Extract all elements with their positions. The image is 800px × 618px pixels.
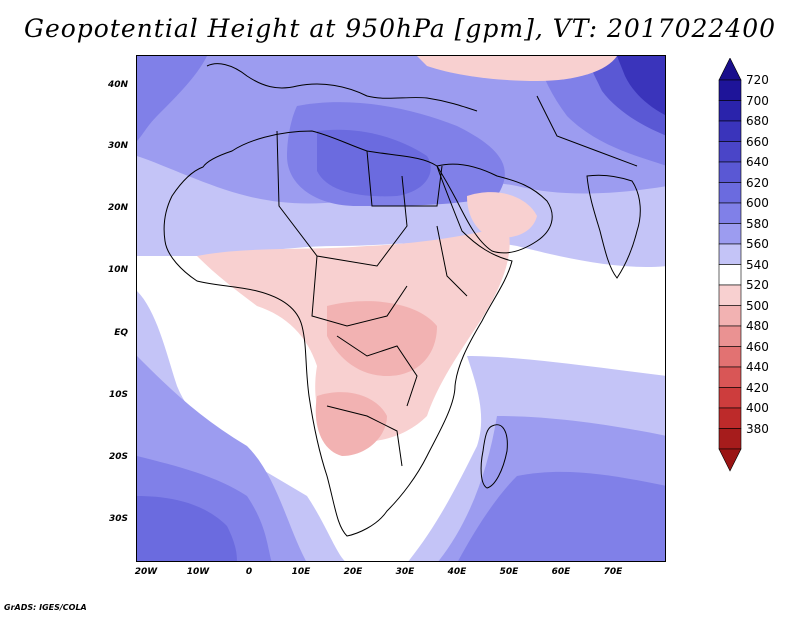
legend-bottom-triangle [718, 448, 742, 472]
country-border-1 [276, 130, 408, 267]
region-himalaya-tibet [617, 56, 665, 115]
legend-swatch-400 [718, 407, 742, 429]
legend-label-720: 720 [746, 73, 769, 87]
legend-label-640: 640 [746, 155, 769, 169]
map-panel [136, 55, 666, 562]
region-south-atlantic-core2 [137, 496, 237, 561]
map-canvas [137, 56, 665, 561]
legend-label-480: 480 [746, 319, 769, 333]
legend-label-400: 400 [746, 401, 769, 415]
region-west-atlantic-blue [137, 56, 207, 141]
legend-label-460: 460 [746, 339, 769, 354]
legend-label-380: 380 [746, 421, 769, 436]
lon-label-10e: 10E [291, 567, 311, 577]
legend-swatch-680 [718, 120, 742, 142]
legend-label-500: 500 [746, 298, 769, 313]
lon-label-50e: 50E [499, 567, 519, 577]
country-border-2 [366, 150, 443, 207]
legend-label-560: 560 [746, 237, 769, 251]
country-border-6 [436, 225, 468, 297]
lat-label-30n: 30N [107, 141, 128, 151]
lat-label-40n: 40N [107, 80, 128, 90]
legend-swatch-580 [718, 223, 742, 245]
legend-swatch-520 [718, 284, 742, 306]
region-indian-ocean-core [458, 471, 665, 561]
legend-label-420: 420 [746, 380, 769, 395]
legend-label-540: 540 [746, 257, 769, 272]
lat-label-30s: 30S [108, 514, 128, 524]
lon-label-0: 0 [245, 567, 253, 577]
legend-label-600: 600 [746, 196, 769, 210]
legend-label-680: 680 [746, 114, 769, 128]
legend-label-580: 580 [746, 216, 769, 231]
region-central-africa-low [327, 301, 437, 376]
country-border-7 [536, 95, 638, 167]
lon-label-20w: 20W [134, 567, 158, 577]
europe-coastline [206, 63, 478, 112]
lat-label-10n: 10N [107, 265, 128, 275]
arabia-coastline [436, 163, 553, 254]
legend-swatch-380 [718, 428, 742, 450]
lon-label-40e: 40E [447, 567, 467, 577]
legend-label-620: 620 [746, 175, 769, 190]
legend-swatch-600 [718, 202, 742, 224]
region-arabia-low [467, 192, 537, 238]
legend-swatch-660 [718, 141, 742, 163]
lat-label-20n: 20N [107, 203, 128, 213]
lon-label-30e: 30E [395, 567, 415, 577]
lon-label-20e: 20E [343, 567, 363, 577]
legend-colorbar [718, 58, 742, 472]
region-europe-low [417, 56, 617, 81]
lon-label-60e: 60E [551, 567, 571, 577]
legend-label-660: 660 [746, 134, 769, 149]
lat-label-eq: EQ [114, 328, 128, 338]
madagascar-coastline [480, 424, 508, 489]
legend-swatch-720 [718, 79, 742, 101]
map-title: Geopotential Height at 950hPa [gpm], VT:… [23, 14, 777, 43]
lat-label-10s: 10S [108, 390, 128, 400]
legend-swatch-460 [718, 346, 742, 368]
legend-swatch-500 [718, 305, 742, 327]
country-border-4 [336, 335, 418, 407]
lon-label-10w: 10W [186, 567, 210, 577]
country-border-5 [326, 405, 403, 467]
legend-swatch-620 [718, 182, 742, 204]
lon-label-70e: 70E [603, 567, 623, 577]
legend-swatch-560 [718, 243, 742, 265]
coastlines [163, 63, 641, 537]
legend-swatch-640 [718, 161, 742, 183]
india-coastline [586, 174, 641, 279]
legend-swatch-440 [718, 366, 742, 388]
legend-swatch-420 [718, 387, 742, 409]
legend-label-700: 700 [746, 93, 769, 108]
africa-coastline [163, 130, 513, 537]
legend-label-520: 520 [746, 278, 769, 292]
lat-label-20s: 20S [108, 452, 128, 462]
country-border-3 [311, 255, 408, 327]
grads-credit: GrADS: IGES/COLA [4, 603, 87, 612]
legend-swatch-540 [718, 264, 742, 286]
legend-swatch-480 [718, 325, 742, 347]
legend-swatch-700 [718, 100, 742, 122]
legend-top-triangle [718, 58, 742, 81]
legend-label-440: 440 [746, 360, 769, 374]
